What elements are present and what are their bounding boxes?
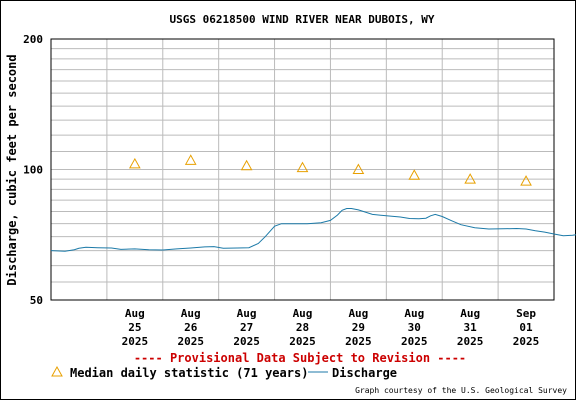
y-tick-label: 100: [23, 164, 43, 177]
credit-note: Graph courtesy of the U.S. Geological Su…: [355, 386, 567, 395]
x-tick-label-line: Aug: [404, 307, 424, 320]
x-tick-label-line: 2025: [513, 335, 540, 348]
x-tick-label-line: 2025: [457, 335, 484, 348]
median-marker: [296, 161, 309, 173]
x-tick-label-line: 26: [184, 321, 198, 334]
x-tick-label-line: 01: [519, 321, 533, 334]
median-marker: [184, 154, 197, 165]
x-tick-label-line: 31: [464, 321, 478, 334]
x-tick-label-line: Aug: [125, 307, 145, 320]
x-tick-label-line: 2025: [177, 335, 204, 348]
legend-discharge-label: Discharge: [332, 366, 397, 380]
series-layer: [50, 154, 576, 252]
x-tick-label-line: 25: [128, 321, 141, 334]
median-marker: [464, 173, 477, 184]
x-tick-label: Aug 26 2025: [177, 307, 204, 348]
median-marker: [408, 169, 421, 180]
x-tick-label: Sep 01 2025: [513, 307, 540, 348]
x-tick-label: Aug 30 2025: [401, 307, 428, 348]
x-tick-label: Aug 25 2025: [122, 307, 149, 348]
median-marker: [352, 163, 365, 174]
x-tick-label-line: Aug: [293, 307, 313, 320]
plot-grid: [51, 39, 554, 300]
x-tick-label-line: 27: [240, 321, 253, 334]
x-tick-label-line: Aug: [460, 307, 480, 320]
y-axis-ticks: 50 100 200: [23, 33, 43, 307]
median-marker: [240, 159, 253, 171]
provisional-note: ---- Provisional Data Subject to Revisio…: [134, 351, 466, 365]
x-tick-label-line: 2025: [401, 335, 428, 348]
x-tick-label-line: 29: [352, 321, 365, 334]
legend: Median daily statistic (71 years) Discha…: [51, 365, 397, 380]
median-marker: [520, 175, 532, 186]
x-tick-label-line: 28: [296, 321, 309, 334]
x-tick-label-line: 2025: [289, 335, 316, 348]
y-tick-label: 200: [23, 33, 43, 46]
x-tick-label: Aug 29 2025: [345, 307, 372, 348]
triangle-icon: [51, 365, 63, 377]
x-tick-label-line: Aug: [237, 307, 257, 320]
x-tick-label-line: 2025: [345, 335, 372, 348]
x-tick-label-line: 30: [408, 321, 421, 334]
x-tick-label-line: Sep: [516, 307, 536, 320]
y-axis-label: Discharge, cubic feet per second: [5, 54, 19, 285]
x-tick-label-line: 2025: [233, 335, 260, 348]
x-tick-label-line: Aug: [348, 307, 368, 320]
y-tick-label: 50: [30, 294, 43, 307]
chart-title: USGS 06218500 WIND RIVER NEAR DUBOIS, WY: [170, 13, 435, 26]
x-tick-label-line: 2025: [122, 335, 149, 348]
legend-median-label: Median daily statistic (71 years): [70, 366, 308, 380]
plot-border: [50, 38, 555, 301]
x-tick-label: Aug 28 2025: [289, 307, 316, 348]
x-tick-label: Aug 27 2025: [233, 307, 260, 348]
x-tick-label-line: Aug: [181, 307, 201, 320]
x-tick-label: Aug 31 2025: [457, 307, 484, 348]
discharge-line: [50, 208, 576, 252]
median-marker: [128, 157, 141, 169]
